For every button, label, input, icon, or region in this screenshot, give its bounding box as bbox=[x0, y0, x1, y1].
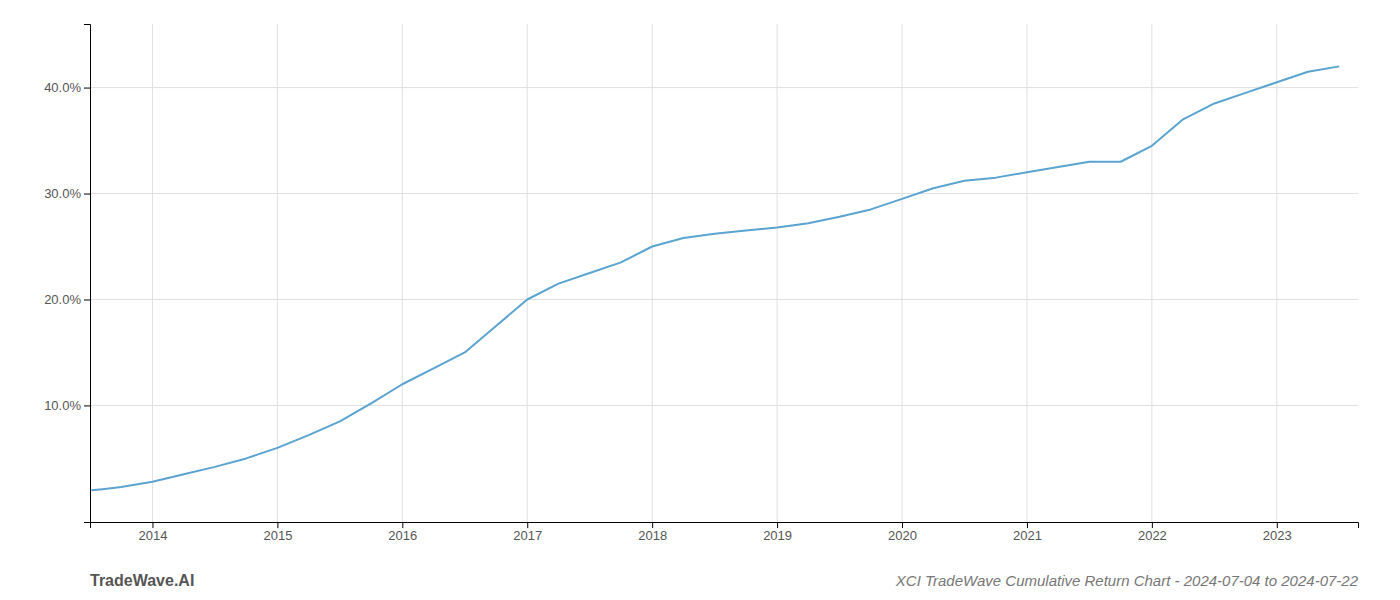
x-axis-line bbox=[91, 523, 1359, 529]
x-tick-label: 2018 bbox=[638, 528, 667, 543]
y-tick: 30.0% bbox=[44, 186, 90, 201]
grid-line-x bbox=[402, 24, 403, 522]
y-tick: 10.0% bbox=[44, 398, 90, 413]
x-axis: 2014 2015 2016 2017 2018 2019 2020 2021 2022 2023 bbox=[91, 522, 1359, 543]
x-tick-label: 2015 bbox=[263, 528, 292, 543]
grid-line-x bbox=[902, 24, 903, 522]
x-tick: 2023 bbox=[1263, 522, 1292, 543]
grid-line-x bbox=[1026, 24, 1027, 522]
y-tick-mark bbox=[84, 299, 90, 300]
y-tick: 40.0% bbox=[44, 80, 90, 95]
x-tick: 2022 bbox=[1138, 522, 1167, 543]
x-tick-mark bbox=[652, 522, 653, 528]
x-tick: 2021 bbox=[1013, 522, 1042, 543]
grid-line-x bbox=[152, 24, 153, 522]
x-tick: 2020 bbox=[888, 522, 917, 543]
x-tick-label: 2019 bbox=[763, 528, 792, 543]
x-tick-label: 2017 bbox=[513, 528, 542, 543]
y-tick-label: 20.0% bbox=[44, 292, 81, 307]
x-tick-mark bbox=[277, 522, 278, 528]
x-tick: 2015 bbox=[263, 522, 292, 543]
y-axis-line bbox=[84, 25, 91, 523]
y-tick-label: 40.0% bbox=[44, 80, 81, 95]
title: XCI TradeWave Cumulative Return Chart - … bbox=[895, 572, 1359, 589]
x-tick-mark bbox=[1152, 522, 1153, 528]
x-tick-label: 2023 bbox=[1263, 528, 1292, 543]
marks bbox=[91, 66, 1339, 490]
grid-line-x bbox=[652, 24, 653, 522]
y-tick-mark bbox=[84, 88, 90, 89]
x-tick: 2017 bbox=[513, 522, 542, 543]
y-tick: 20.0% bbox=[44, 292, 90, 307]
grid-line-y bbox=[90, 405, 1358, 406]
x-tick-mark bbox=[1277, 522, 1278, 528]
x-tick: 2016 bbox=[388, 522, 417, 543]
plot-area: 2014 2015 2016 2017 2018 2019 2020 2021 2022 2023… bbox=[44, 24, 1358, 543]
grid-line-x bbox=[777, 24, 778, 522]
y-axis: 10.0% 20.0% 30.0% 40.0% bbox=[44, 25, 90, 523]
y-tick-mark bbox=[84, 194, 90, 195]
x-tick-mark bbox=[777, 522, 778, 528]
grid-line-x bbox=[527, 24, 528, 522]
grid-line-y bbox=[90, 87, 1358, 88]
x-tick-label: 2022 bbox=[1138, 528, 1167, 543]
x-tick: 2018 bbox=[638, 522, 667, 543]
x-tick-mark bbox=[527, 522, 528, 528]
x-tick-label: 2016 bbox=[388, 528, 417, 543]
x-tick-mark bbox=[1027, 522, 1028, 528]
y-tick-label: 30.0% bbox=[44, 186, 81, 201]
y-tick-mark bbox=[84, 405, 90, 406]
x-tick-label: 2014 bbox=[139, 528, 168, 543]
x-tick-mark bbox=[152, 522, 153, 528]
x-tick: 2019 bbox=[763, 522, 792, 543]
x-tick-mark bbox=[902, 522, 903, 528]
grid-line-y bbox=[90, 193, 1358, 194]
grid-line-y bbox=[90, 299, 1358, 300]
grid-line-x bbox=[1151, 24, 1152, 522]
x-tick: 2014 bbox=[139, 522, 168, 543]
watermark: TradeWave.AI bbox=[90, 572, 194, 589]
grid bbox=[90, 24, 1358, 522]
line bbox=[91, 66, 1339, 490]
chart: 2014 2015 2016 2017 2018 2019 2020 2021 2022 2023… bbox=[0, 0, 1400, 600]
x-tick-label: 2021 bbox=[1013, 528, 1042, 543]
x-tick-mark bbox=[402, 522, 403, 528]
x-tick-label: 2020 bbox=[888, 528, 917, 543]
grid-line-x bbox=[1276, 24, 1277, 522]
y-tick-label: 10.0% bbox=[44, 398, 81, 413]
